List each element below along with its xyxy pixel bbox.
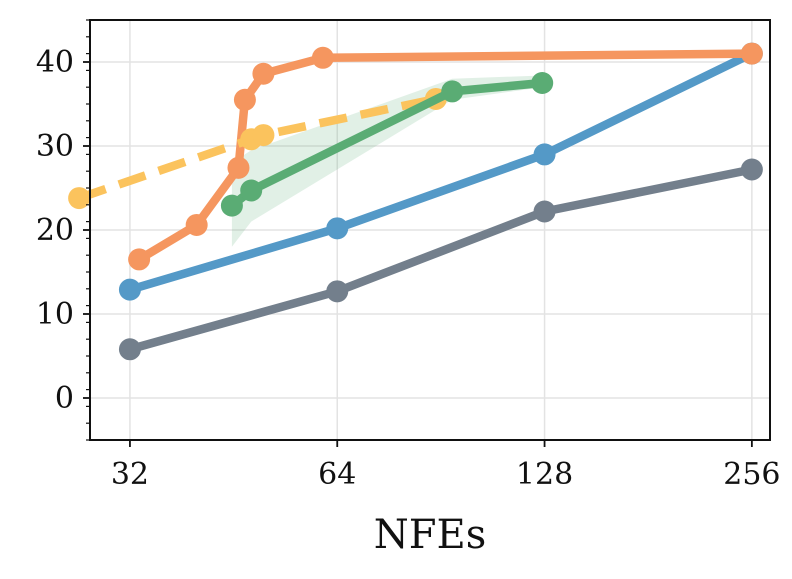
- x-tick-label: 32: [111, 457, 149, 492]
- series-line-gray: [128, 165, 753, 354]
- x-tick-label: 64: [318, 457, 356, 492]
- series-layer: [68, 42, 763, 361]
- data-point-yellow-dashed: [68, 187, 91, 210]
- data-point-orange: [185, 213, 208, 236]
- y-tick-label: 0: [55, 381, 74, 416]
- data-point-green: [220, 194, 243, 217]
- data-point-gray: [118, 338, 141, 361]
- data-point-blue: [326, 217, 349, 240]
- data-point-green: [240, 179, 263, 202]
- x-tick-label: 128: [516, 457, 573, 492]
- y-tick-label: 40: [36, 45, 74, 80]
- series-line-blue: [128, 49, 754, 294]
- data-point-gray: [326, 280, 349, 303]
- data-point-orange: [252, 62, 275, 85]
- data-point-orange: [311, 46, 334, 69]
- data-point-orange: [227, 156, 250, 179]
- band-layer: [231, 75, 543, 247]
- data-point-orange: [128, 248, 151, 271]
- x-tick-label: 256: [723, 457, 780, 492]
- y-tick-label: 30: [36, 129, 74, 164]
- data-point-gray: [533, 200, 556, 223]
- data-point-yellow-dashed: [252, 124, 275, 147]
- data-point-green: [531, 72, 554, 94]
- x-axis-title: NFEs: [374, 512, 486, 558]
- axis-layer: 32 64 128 256 0 10 20 30 40: [36, 19, 781, 492]
- series-band-green: [231, 75, 543, 247]
- data-point-orange: [740, 42, 763, 65]
- data-point-orange: [233, 88, 256, 111]
- data-point-blue: [533, 143, 556, 166]
- series-line-green: [229, 78, 543, 209]
- y-tick-label: 20: [36, 213, 74, 248]
- data-point-gray: [740, 158, 763, 181]
- data-point-green: [441, 80, 464, 103]
- data-point-blue: [118, 278, 141, 301]
- y-tick-label: 10: [36, 297, 74, 332]
